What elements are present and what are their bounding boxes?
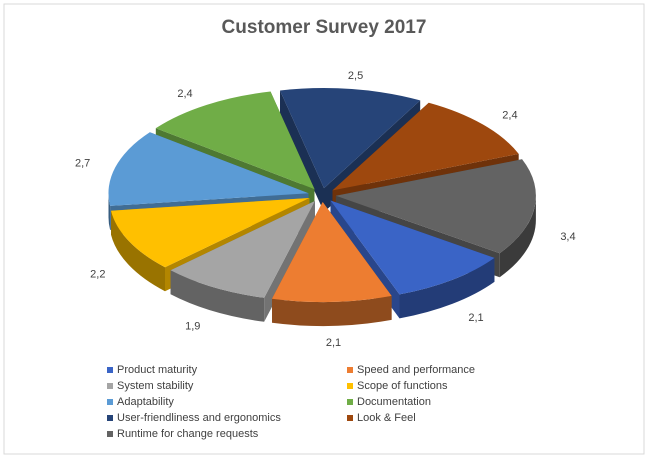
slice-side (499, 195, 536, 278)
legend-label: Adaptability (117, 396, 174, 408)
data-label: 2,1 (468, 312, 483, 324)
legend-label: Runtime for change requests (117, 428, 259, 440)
legend-label: Product maturity (117, 364, 198, 376)
slice (108, 132, 309, 206)
data-label: 2,7 (75, 158, 90, 170)
legend-label: Scope of functions (357, 380, 448, 392)
legend-label: Look & Feel (357, 412, 416, 424)
data-label: 2,5 (348, 70, 363, 82)
legend-swatch (347, 399, 353, 405)
legend-swatch (107, 367, 113, 373)
legend-label: Speed and performance (357, 364, 475, 376)
slice (111, 198, 310, 268)
legend-label: System stability (117, 380, 194, 392)
slice-side (108, 193, 111, 230)
slice (170, 201, 315, 298)
data-label: 2,4 (502, 110, 517, 122)
slice-side (272, 295, 392, 326)
slice (335, 159, 536, 254)
legend-swatch (107, 431, 113, 437)
legend-swatch (107, 415, 113, 421)
data-label: 2,4 (177, 88, 192, 100)
data-label: 2,2 (90, 269, 105, 281)
slice (272, 202, 392, 302)
legend-swatch (107, 399, 113, 405)
chart-title: Customer Survey 2017 (222, 17, 427, 38)
legend-swatch (347, 383, 353, 389)
legend-label: User-friendliness and ergonomics (117, 412, 281, 424)
slice (155, 91, 315, 190)
slice-side (170, 270, 265, 322)
slice-group (330, 200, 495, 319)
slice (330, 200, 495, 295)
legend-swatch (347, 415, 353, 421)
slice-side (111, 210, 165, 292)
slice (280, 88, 421, 189)
legend-swatch (347, 367, 353, 373)
slice-group (170, 201, 315, 322)
legend-label: Documentation (357, 396, 431, 408)
slice-group (272, 202, 392, 326)
slice-side (280, 90, 324, 213)
slice (332, 102, 519, 191)
data-label: 3,4 (560, 231, 575, 243)
legend-swatch (107, 383, 113, 389)
data-label: 1,9 (185, 320, 200, 332)
slice-side (399, 257, 495, 319)
data-label: 2,1 (326, 337, 341, 349)
